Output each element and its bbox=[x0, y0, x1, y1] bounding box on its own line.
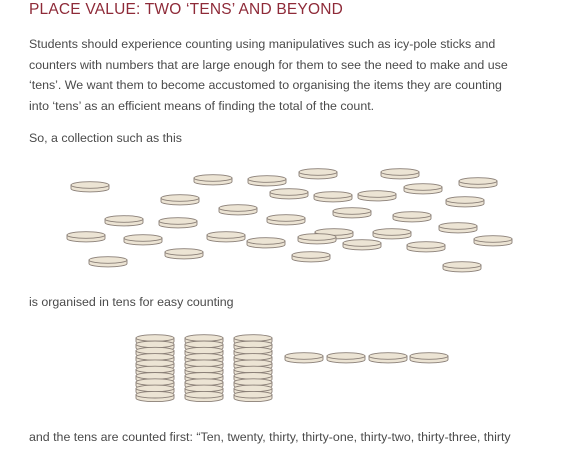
counter bbox=[357, 190, 397, 202]
stacked-counter bbox=[135, 390, 175, 403]
counter bbox=[206, 231, 246, 243]
intro-line: counters with numbers that are large eno… bbox=[29, 57, 508, 72]
intro-line: Students should experience counting usin… bbox=[29, 37, 496, 51]
scattered-counters-illustration bbox=[66, 168, 513, 273]
stacked-counter bbox=[233, 390, 273, 403]
grouped-counters-illustration bbox=[135, 334, 449, 403]
loose-counter bbox=[368, 352, 408, 364]
counter bbox=[123, 234, 163, 246]
intro-line: ‘tens’. We want them to become accustome… bbox=[29, 78, 502, 92]
counter bbox=[342, 239, 382, 251]
counter bbox=[392, 211, 432, 223]
counter bbox=[442, 261, 482, 273]
organised-caption: is organised in tens for easy counting bbox=[29, 295, 234, 309]
counter bbox=[104, 215, 144, 227]
counter bbox=[269, 188, 309, 200]
section-title: PLACE VALUE: TWO ‘TENS’ AND BEYOND bbox=[29, 1, 343, 18]
loose-counter bbox=[409, 352, 449, 364]
counter bbox=[218, 204, 258, 216]
collection-caption: So, a collection such as this bbox=[29, 131, 182, 145]
loose-counter bbox=[326, 352, 366, 364]
counter bbox=[380, 168, 420, 180]
counter bbox=[473, 235, 513, 247]
intro-paragraph: Students should experience counting usin… bbox=[29, 34, 561, 116]
counter bbox=[297, 233, 337, 245]
counter bbox=[445, 196, 485, 208]
counter bbox=[313, 191, 353, 203]
counting-sentence: and the tens are counted first: “Ten, tw… bbox=[29, 430, 511, 444]
counter bbox=[458, 177, 498, 189]
counter bbox=[164, 248, 204, 260]
intro-line: into ‘tens’ as an efficient means of fin… bbox=[29, 98, 375, 113]
counter bbox=[372, 228, 412, 240]
counter bbox=[403, 183, 443, 195]
stacked-counter bbox=[184, 390, 224, 403]
counter bbox=[70, 181, 110, 193]
counter bbox=[88, 256, 128, 268]
counter bbox=[66, 231, 106, 243]
counter bbox=[438, 222, 478, 234]
counter bbox=[246, 237, 286, 249]
counter bbox=[291, 251, 331, 263]
counter bbox=[332, 207, 372, 219]
stacked-counter bbox=[135, 365, 175, 377]
loose-counter bbox=[284, 352, 324, 364]
counter bbox=[193, 174, 233, 186]
counter bbox=[266, 214, 306, 226]
counter bbox=[298, 168, 338, 180]
counter bbox=[158, 217, 198, 229]
counter bbox=[247, 175, 287, 187]
counter bbox=[406, 241, 446, 253]
counter bbox=[160, 194, 200, 206]
